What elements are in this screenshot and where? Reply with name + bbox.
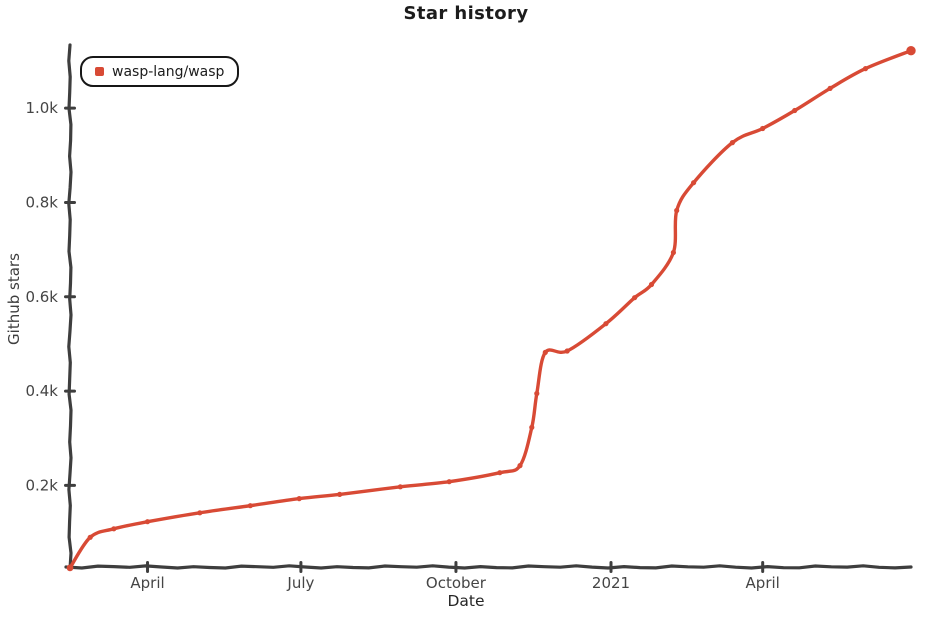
data-point [760, 125, 766, 132]
data-point [564, 348, 570, 354]
chart-title: Star history [403, 3, 529, 24]
x-tick-label: April [746, 574, 780, 592]
data-point [674, 207, 680, 214]
data-point [632, 295, 638, 301]
x-axis-title: Date [447, 592, 485, 610]
data-point [529, 424, 535, 430]
data-point [862, 66, 869, 72]
data-point [111, 526, 117, 532]
data-point [337, 491, 343, 497]
y-tick-label: 1.0k [25, 99, 58, 117]
x-tick-label: 2021 [592, 574, 630, 592]
data-point [397, 484, 403, 490]
data-point [603, 321, 609, 327]
series-marker-icon [95, 67, 104, 76]
x-tick-label: October [426, 574, 487, 592]
y-tick-label: 0.2k [25, 476, 58, 494]
x-axis [64, 564, 913, 570]
data-point [247, 503, 253, 509]
data-point [197, 510, 203, 516]
legend-label: wasp-lang/wasp [112, 63, 225, 80]
y-tick-label: 0.6k [25, 288, 58, 306]
legend: wasp-lang/wasp [80, 56, 240, 87]
data-point [534, 390, 540, 397]
data-point [906, 46, 916, 56]
y-axis-title: Github stars [5, 253, 23, 345]
y-tick-label: 0.4k [25, 382, 58, 400]
data-point [296, 496, 302, 502]
data-point [517, 463, 523, 469]
data-point [691, 180, 697, 186]
x-tick-label: July [286, 574, 314, 592]
y-axis [67, 43, 73, 571]
data-point [87, 534, 93, 540]
data-point [542, 349, 548, 355]
data-point [66, 564, 74, 572]
series-line [68, 49, 913, 570]
data-point [648, 281, 655, 288]
data-point [497, 470, 503, 476]
y-tick-label: 0.8k [25, 193, 58, 211]
data-point [446, 479, 452, 485]
data-point [729, 140, 736, 146]
data-point [792, 107, 798, 114]
data-point [827, 85, 833, 91]
x-tick-label: April [130, 574, 164, 592]
data-point [144, 519, 151, 525]
data-point [670, 249, 677, 256]
